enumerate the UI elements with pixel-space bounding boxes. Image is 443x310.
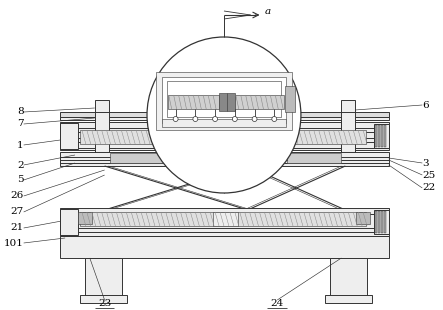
Bar xyxy=(342,100,355,153)
Text: 25: 25 xyxy=(422,170,435,179)
Text: 26: 26 xyxy=(11,192,23,201)
Bar xyxy=(213,212,238,226)
Bar xyxy=(60,208,389,236)
Bar xyxy=(95,100,109,153)
Circle shape xyxy=(193,117,198,122)
Text: 6: 6 xyxy=(422,100,429,109)
Bar xyxy=(167,81,281,117)
Text: 23: 23 xyxy=(98,299,111,308)
Bar xyxy=(168,95,219,109)
Bar xyxy=(60,112,389,117)
Bar xyxy=(384,125,386,147)
Bar xyxy=(109,153,164,163)
Text: 2: 2 xyxy=(17,161,23,170)
Bar xyxy=(80,212,366,226)
Bar xyxy=(60,236,389,258)
Bar xyxy=(162,77,286,123)
Bar xyxy=(378,211,381,233)
Text: 21: 21 xyxy=(11,224,23,232)
Bar xyxy=(80,295,127,303)
Text: 101: 101 xyxy=(4,238,23,247)
Bar xyxy=(235,95,284,109)
Bar xyxy=(60,123,78,149)
Text: 5: 5 xyxy=(17,175,23,184)
Bar xyxy=(325,295,372,303)
Text: 24: 24 xyxy=(271,299,284,308)
Bar xyxy=(80,130,366,144)
Text: 27: 27 xyxy=(11,207,23,216)
Bar xyxy=(356,212,370,224)
Bar xyxy=(78,212,92,224)
Bar xyxy=(374,210,389,234)
Bar xyxy=(374,124,389,148)
Text: 3: 3 xyxy=(422,158,429,167)
Text: 1: 1 xyxy=(17,140,23,149)
Text: 7: 7 xyxy=(17,119,23,129)
Bar xyxy=(381,125,383,147)
Text: 8: 8 xyxy=(17,108,23,117)
Bar xyxy=(85,258,122,298)
Text: a: a xyxy=(264,7,271,16)
Bar xyxy=(60,152,389,166)
Circle shape xyxy=(213,117,218,122)
Bar xyxy=(60,122,389,150)
Bar xyxy=(384,211,386,233)
Bar xyxy=(287,153,342,163)
Bar xyxy=(60,209,78,235)
Circle shape xyxy=(147,37,301,193)
Circle shape xyxy=(272,117,277,122)
Bar xyxy=(330,258,367,298)
Circle shape xyxy=(233,117,237,122)
Bar xyxy=(60,117,389,120)
Bar xyxy=(381,211,383,233)
Bar xyxy=(285,86,295,112)
Circle shape xyxy=(252,117,257,122)
Text: 22: 22 xyxy=(422,184,435,193)
Bar xyxy=(162,119,286,127)
Circle shape xyxy=(173,117,178,122)
Bar xyxy=(378,125,381,147)
Bar xyxy=(156,72,292,130)
Bar xyxy=(219,93,235,111)
Bar xyxy=(375,211,377,233)
Bar xyxy=(375,125,377,147)
